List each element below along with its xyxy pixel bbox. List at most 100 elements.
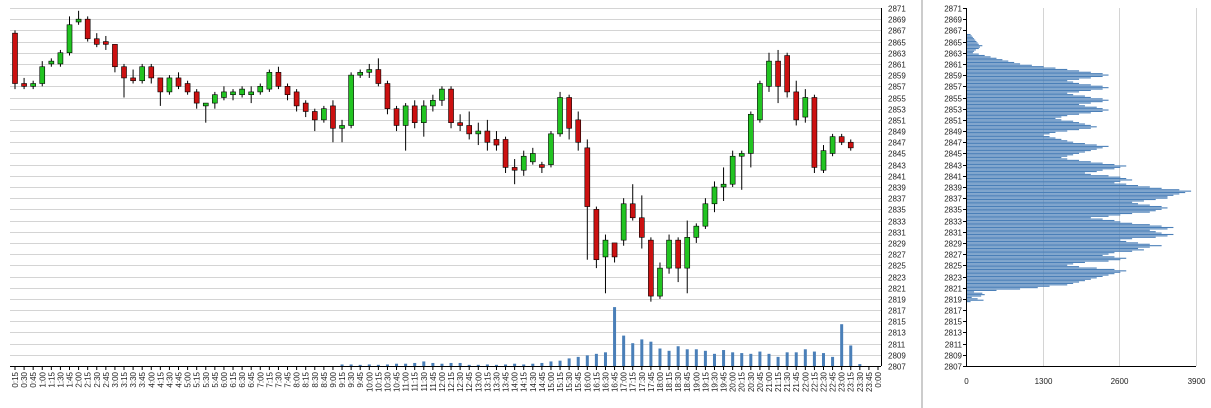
profile-y-tick-label: 2827 xyxy=(944,251,962,260)
x-tick-label: 18:00 xyxy=(656,371,665,392)
volume-bar xyxy=(667,350,671,366)
candle-body xyxy=(484,130,491,143)
x-tick-label: 5:15 xyxy=(193,371,202,387)
profile-bar xyxy=(967,56,991,58)
candle-body xyxy=(239,88,245,96)
volume-bar xyxy=(567,358,571,366)
volume-bar xyxy=(540,362,544,366)
profile-bar xyxy=(967,164,1115,166)
profile-bar xyxy=(967,115,1068,117)
candle-body xyxy=(720,183,727,188)
candle-body xyxy=(657,267,663,297)
profile-bar xyxy=(967,277,1097,279)
x-tick-label: 1:30 xyxy=(56,371,65,387)
candle-body xyxy=(130,77,136,82)
x-tick-label: 8:00 xyxy=(293,371,302,387)
candle-body xyxy=(148,66,155,79)
profile-bar xyxy=(967,267,1097,269)
candle-body xyxy=(221,91,227,98)
candle-body xyxy=(393,108,400,126)
x-tick-label: 20:15 xyxy=(738,371,747,392)
x-tick-label: 4:45 xyxy=(175,371,184,387)
profile-bar xyxy=(967,169,1103,171)
volume-bar xyxy=(740,353,744,366)
profile-bar xyxy=(967,71,1091,73)
x-tick-label: 13:00 xyxy=(474,371,483,392)
profile-bar xyxy=(967,94,1074,96)
x-tick-label: 8:15 xyxy=(302,371,311,387)
x-tick-label: 21:00 xyxy=(765,371,774,392)
x-tick-label: 12:30 xyxy=(456,371,465,392)
main-y-tick-label: 2855 xyxy=(888,95,906,104)
profile-bar xyxy=(967,70,1080,72)
x-tick-label: 18:45 xyxy=(683,371,692,392)
profile-bar xyxy=(967,266,1080,268)
x-tick-label: 11:45 xyxy=(429,371,438,391)
profile-bar xyxy=(967,235,1168,237)
volume-bar xyxy=(376,364,380,366)
x-tick-label: 15:45 xyxy=(574,371,583,392)
profile-bar xyxy=(967,64,1032,66)
volume-bar xyxy=(794,352,798,366)
candle-body xyxy=(729,155,736,185)
profile-bar xyxy=(967,92,1068,94)
x-tick-label: 14:00 xyxy=(511,371,520,392)
main-y-tick-label: 2821 xyxy=(888,285,906,294)
profile-bar xyxy=(967,91,1080,93)
profile-bar xyxy=(967,214,1121,216)
profile-y-tick-label: 2853 xyxy=(944,106,962,115)
x-tick-label: 6:00 xyxy=(220,371,229,387)
volume-bar xyxy=(395,363,399,366)
candle-body xyxy=(411,105,418,123)
x-tick-label: 11:00 xyxy=(402,371,411,391)
profile-bar xyxy=(967,196,1168,198)
x-tick-label: 21:30 xyxy=(783,371,792,392)
candle-body xyxy=(193,91,200,104)
profile-bar xyxy=(967,256,1115,258)
profile-bar xyxy=(967,190,1192,192)
candle-body xyxy=(566,97,572,129)
profile-bar xyxy=(967,130,1068,132)
candle-body xyxy=(248,91,254,96)
profile-bar xyxy=(967,122,1080,124)
profile-bar xyxy=(967,168,1115,170)
profile-bar xyxy=(967,68,1068,71)
profile-bar xyxy=(967,77,1091,79)
profile-bar xyxy=(967,186,1150,188)
x-tick-label: 4:30 xyxy=(165,371,174,387)
profile-bar xyxy=(967,109,1109,111)
profile-bar xyxy=(967,150,1091,152)
profile-bar xyxy=(967,42,978,44)
main-y-tick-label: 2831 xyxy=(888,229,906,238)
candle-body xyxy=(112,44,118,68)
volume-bar xyxy=(658,348,662,366)
candle-body xyxy=(584,147,591,207)
profile-y-tick-label: 2825 xyxy=(944,262,962,271)
main-y-tick-label: 2841 xyxy=(888,173,906,182)
profile-bar xyxy=(967,123,1085,125)
profile-bar xyxy=(967,207,1168,209)
volume-bar xyxy=(467,364,471,366)
volume-bar xyxy=(694,349,698,366)
profile-bar xyxy=(967,236,1156,238)
volume-bar xyxy=(449,362,453,366)
profile-y-tick-label: 2871 xyxy=(944,5,962,14)
x-tick-label: 7:00 xyxy=(256,371,265,387)
x-tick-label: 4:00 xyxy=(147,371,156,387)
candle-body xyxy=(702,203,709,227)
volume-bar xyxy=(431,362,435,366)
profile-bar xyxy=(967,145,1109,147)
x-tick-label: 9:30 xyxy=(347,371,356,387)
x-tick-label: 15:30 xyxy=(565,371,574,392)
main-y-tick-label: 2825 xyxy=(888,262,906,271)
profile-bar xyxy=(967,301,971,303)
candle-body xyxy=(184,83,191,93)
profile-bar xyxy=(967,54,985,57)
profile-bar xyxy=(967,99,1109,101)
profile-bar xyxy=(967,264,1068,266)
x-tick-label: 2:30 xyxy=(93,371,102,387)
profile-bar xyxy=(967,222,1133,224)
profile-bar xyxy=(967,171,1097,173)
profile-bar xyxy=(967,232,1162,234)
profile-y-tick-label: 2835 xyxy=(944,206,962,215)
